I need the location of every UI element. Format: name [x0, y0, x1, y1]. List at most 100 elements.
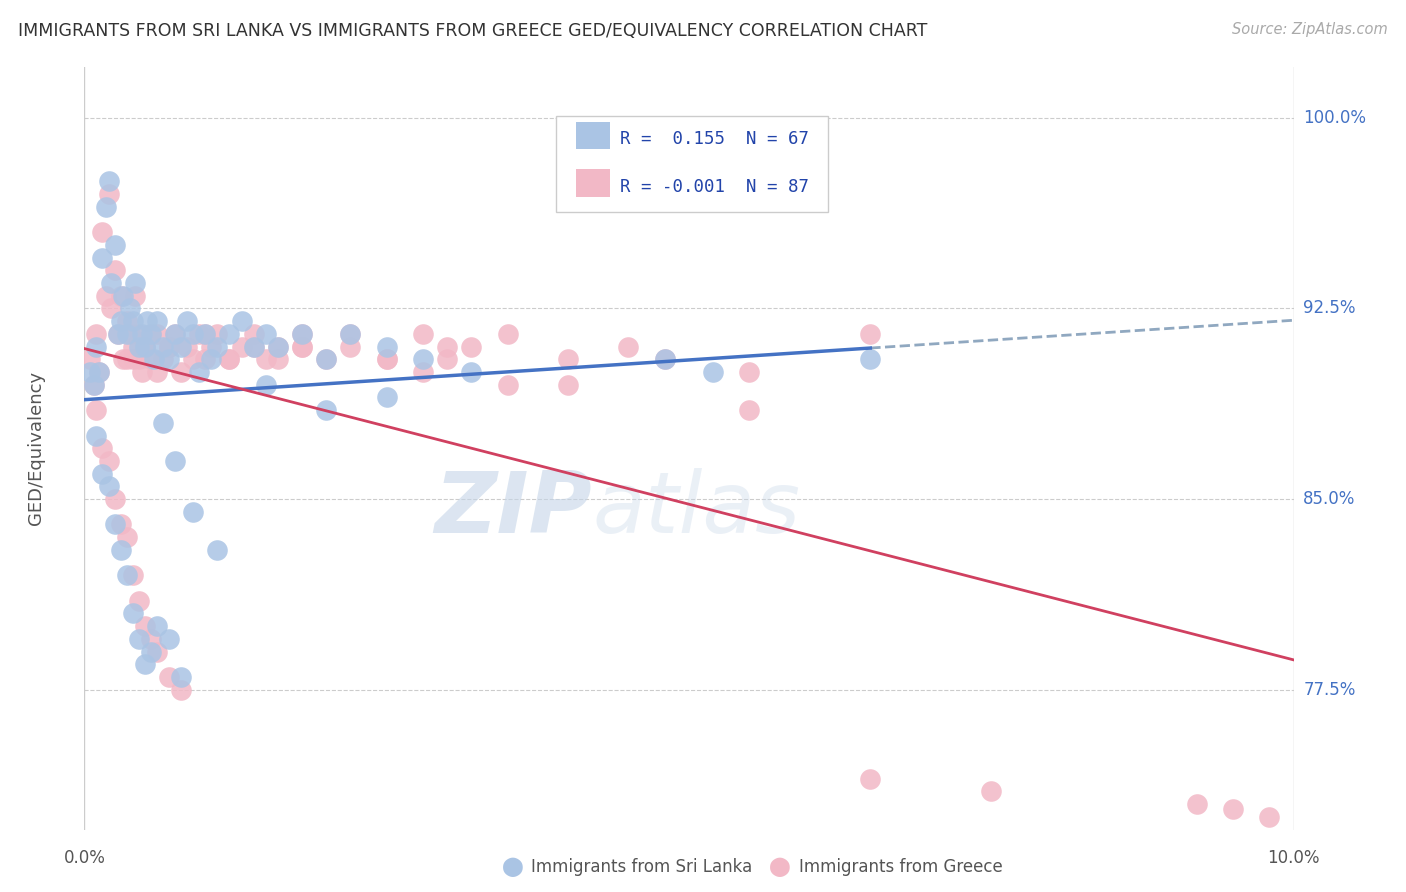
Text: Immigrants from Greece: Immigrants from Greece	[799, 858, 1002, 876]
Point	[157, 340, 180, 354]
Point	[412, 352, 434, 367]
Point	[291, 326, 314, 341]
Point	[654, 352, 676, 367]
Point	[134, 340, 156, 354]
Point	[315, 352, 337, 367]
Point	[115, 352, 138, 367]
Point	[139, 326, 162, 341]
Text: 100.0%: 100.0%	[1303, 109, 1367, 127]
Point	[91, 251, 114, 265]
Point	[139, 352, 162, 367]
Text: Source: ZipAtlas.com: Source: ZipAtlas.com	[1232, 22, 1388, 37]
Point	[170, 682, 193, 697]
Point	[207, 326, 229, 341]
Point	[104, 263, 127, 277]
Point	[315, 403, 337, 417]
Text: atlas: atlas	[592, 467, 800, 550]
Point	[267, 340, 290, 354]
Point	[115, 530, 138, 544]
Point	[200, 352, 222, 367]
Point	[79, 365, 101, 379]
Point	[375, 391, 398, 405]
Point	[146, 365, 169, 379]
Point	[134, 340, 156, 354]
Point	[100, 301, 122, 316]
Point	[152, 340, 174, 354]
Point	[128, 326, 150, 341]
Point	[121, 568, 143, 582]
Point	[94, 200, 117, 214]
Point	[146, 314, 169, 328]
Point	[120, 301, 142, 316]
Point	[100, 276, 122, 290]
Point	[460, 365, 482, 379]
Point	[165, 326, 187, 341]
Point	[242, 340, 264, 354]
Point	[980, 784, 1002, 798]
Point	[157, 670, 180, 684]
Point	[1258, 810, 1281, 824]
Point	[339, 326, 361, 341]
Point	[157, 352, 180, 367]
Point	[218, 352, 240, 367]
Point	[170, 365, 193, 379]
Point	[152, 352, 174, 367]
Point	[115, 568, 138, 582]
Text: GED/Equivalency: GED/Equivalency	[27, 371, 45, 525]
Point	[152, 416, 174, 430]
Text: 92.5%: 92.5%	[1303, 300, 1355, 318]
Point	[131, 326, 153, 341]
Point	[176, 340, 198, 354]
Text: IMMIGRANTS FROM SRI LANKA VS IMMIGRANTS FROM GREECE GED/EQUIVALENCY CORRELATION : IMMIGRANTS FROM SRI LANKA VS IMMIGRANTS …	[18, 22, 928, 40]
Point	[121, 340, 143, 354]
Point	[194, 326, 217, 341]
Point	[267, 352, 290, 367]
Point	[557, 352, 579, 367]
Text: 77.5%: 77.5%	[1303, 681, 1355, 698]
Point	[375, 352, 398, 367]
Point	[859, 772, 882, 786]
Point	[375, 340, 398, 354]
Point	[146, 644, 169, 658]
Point	[146, 619, 169, 633]
Point	[86, 326, 108, 341]
Point	[94, 289, 117, 303]
Point	[91, 225, 114, 239]
Point	[702, 365, 724, 379]
Point	[200, 340, 222, 354]
Point	[170, 670, 193, 684]
Point	[97, 187, 120, 202]
FancyBboxPatch shape	[576, 121, 610, 149]
Point	[124, 276, 146, 290]
Point	[436, 352, 458, 367]
Point	[83, 377, 105, 392]
Point	[157, 632, 180, 646]
Point	[254, 352, 277, 367]
Point	[104, 491, 127, 506]
Point	[146, 326, 169, 341]
Text: ZIP: ZIP	[434, 467, 592, 550]
Point	[181, 352, 204, 367]
Text: ⬤: ⬤	[502, 857, 524, 877]
Point	[79, 352, 101, 367]
Point	[165, 326, 187, 341]
Point	[107, 326, 129, 341]
Point	[139, 326, 162, 341]
Point	[339, 340, 361, 354]
Point	[115, 326, 138, 341]
Point	[170, 340, 193, 354]
Point	[86, 403, 108, 417]
Point	[104, 238, 127, 252]
Point	[496, 377, 519, 392]
Point	[242, 326, 264, 341]
Point	[143, 352, 166, 367]
Point	[87, 365, 110, 379]
Point	[134, 657, 156, 672]
Point	[231, 314, 253, 328]
Point	[157, 340, 180, 354]
Point	[110, 314, 132, 328]
Point	[128, 632, 150, 646]
Text: 85.0%: 85.0%	[1303, 490, 1355, 508]
Point	[291, 340, 314, 354]
Point	[181, 505, 204, 519]
